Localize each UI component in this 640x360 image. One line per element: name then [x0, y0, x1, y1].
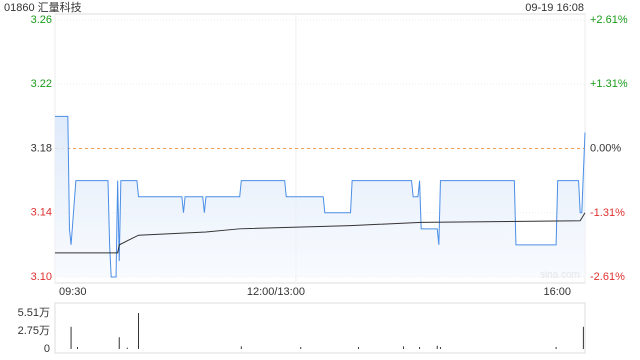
volume-bar: [419, 347, 421, 349]
timestamp: 09-19 16:08: [525, 2, 584, 14]
x-tick-label: 09:30: [59, 286, 87, 298]
chart-title: 01860 汇量科技: [4, 0, 82, 14]
y-tick-label: 3.10: [31, 271, 52, 283]
price-line: [55, 115, 586, 278]
volume-bar: [403, 346, 405, 349]
volume-bar: [582, 326, 584, 349]
volume-bar: [436, 345, 438, 349]
x-tick-label: 12:00/13:00: [247, 286, 305, 298]
volume-bar: [138, 313, 140, 349]
volume-bar: [300, 347, 302, 349]
y-tick-label: 3.18: [31, 142, 52, 154]
y-tick-label: 3.22: [31, 78, 52, 90]
volume-frame: [54, 302, 586, 354]
x-tick-label: 16:00: [543, 286, 571, 298]
y2-tick-label: -1.31%: [590, 207, 625, 219]
y-tick-label: 2.75万: [18, 325, 50, 337]
volume-bar: [70, 326, 72, 349]
volume-bar: [126, 347, 128, 349]
y2-tick-label: -2.61%: [590, 271, 625, 283]
y-tick-label: 0: [44, 343, 50, 355]
y2-tick-label: 0.00%: [590, 142, 621, 154]
volume-bar: [439, 347, 441, 349]
y-tick-label: 5.51万: [18, 307, 50, 319]
volume-bar: [118, 337, 120, 349]
volume-bar: [240, 346, 242, 349]
price-line: [55, 212, 586, 254]
y2-tick-label: +1.31%: [590, 78, 628, 90]
volume-bar: [76, 347, 78, 349]
y2-tick-label: +2.61%: [590, 14, 628, 26]
y-tick-label: 3.26: [31, 14, 52, 26]
volume-bar: [555, 347, 557, 349]
volume-bar: [358, 347, 360, 349]
y-tick-label: 3.14: [31, 207, 52, 219]
